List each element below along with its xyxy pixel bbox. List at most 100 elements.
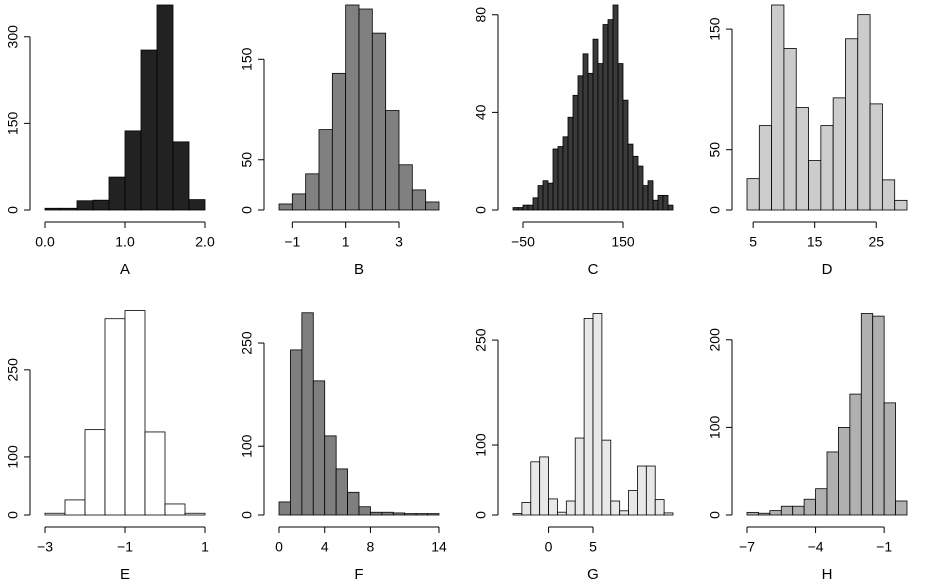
x-tick-label: 8 [367, 539, 375, 555]
y-tick-label: 50 [239, 152, 255, 168]
bar [628, 490, 638, 516]
x-tick-label: −1 [117, 539, 133, 555]
bar [398, 164, 413, 211]
bar [358, 8, 373, 211]
bar [857, 14, 871, 211]
bar [331, 72, 347, 211]
x-tick-label: 1 [342, 234, 350, 250]
bar [592, 38, 599, 211]
x-tick-label: 0.0 [35, 234, 55, 250]
bar [517, 207, 524, 211]
bar [92, 199, 110, 211]
bar [84, 429, 106, 516]
x-tick-label: 150 [611, 234, 635, 250]
bar [637, 165, 644, 211]
bar [642, 185, 649, 211]
bar [637, 465, 647, 516]
y-tick-label: 150 [5, 111, 21, 135]
bar [124, 310, 146, 516]
bar [815, 488, 828, 516]
x-tick-label: 25 [868, 234, 884, 250]
bar [572, 94, 579, 211]
bar [124, 130, 142, 211]
bar [335, 468, 348, 516]
bar [567, 116, 574, 211]
x-tick-label: −1 [876, 539, 892, 555]
y-tick-label: 150 [707, 17, 723, 41]
x-tick-label: 15 [807, 234, 823, 250]
x-axis-label: H [822, 566, 833, 583]
bar [76, 200, 94, 211]
bar [771, 4, 785, 211]
bar [539, 456, 549, 516]
x-tick-label: 0 [545, 539, 553, 555]
bar [557, 511, 567, 516]
x-tick-label: −50 [511, 234, 535, 250]
bar [645, 465, 656, 516]
bar [108, 176, 126, 211]
bar [872, 315, 885, 516]
y-tick-label: 0 [239, 511, 255, 519]
bar [381, 511, 394, 516]
x-axis-label: D [822, 261, 833, 278]
y-tick-label: 100 [473, 433, 489, 457]
bar [582, 53, 589, 211]
bar [746, 511, 759, 516]
bar [662, 194, 669, 211]
bar [577, 75, 584, 211]
bar [808, 160, 822, 211]
bar [144, 431, 166, 516]
bar [860, 313, 874, 516]
bar [278, 501, 291, 516]
bar [527, 204, 534, 211]
y-tick-label: 0 [707, 206, 723, 214]
bar [392, 512, 406, 516]
bar [562, 136, 569, 211]
bar [832, 97, 846, 211]
bar [318, 129, 333, 211]
x-axis-label: C [588, 261, 599, 278]
bar [654, 499, 665, 516]
bar [849, 393, 862, 516]
bar [552, 148, 559, 211]
x-axis-label: F [354, 566, 363, 583]
y-tick-label: 50 [707, 142, 723, 158]
y-tick-label: 100 [5, 445, 21, 469]
bar [347, 491, 360, 516]
bar [557, 146, 564, 211]
bar [746, 178, 760, 211]
bar [610, 500, 621, 516]
x-axis-label: E [120, 566, 130, 583]
bar [172, 141, 190, 211]
bar [881, 179, 896, 211]
bar [324, 435, 337, 516]
x-tick-label: 14 [431, 539, 447, 555]
bar [883, 402, 896, 516]
x-tick-label: 1 [201, 539, 209, 555]
bar [404, 513, 417, 516]
y-tick-label: 0 [239, 206, 255, 214]
x-tick-label: −3 [37, 539, 53, 555]
bar [532, 197, 539, 211]
bar [301, 312, 314, 516]
bar [547, 182, 554, 211]
bar [548, 498, 558, 516]
y-tick-label: 40 [473, 104, 489, 120]
bar [278, 203, 293, 211]
bar [647, 180, 654, 211]
bar [632, 155, 639, 211]
bar [592, 313, 603, 516]
bar [164, 503, 186, 516]
bar [583, 317, 594, 516]
x-tick-label: 1.0 [115, 234, 135, 250]
y-tick-label: 250 [5, 358, 21, 382]
bar [838, 426, 851, 516]
bar [587, 72, 594, 211]
bar [820, 125, 834, 211]
bar [617, 63, 624, 211]
bar [622, 99, 629, 211]
bar [652, 199, 659, 211]
bar [522, 204, 529, 211]
bar [783, 48, 797, 211]
